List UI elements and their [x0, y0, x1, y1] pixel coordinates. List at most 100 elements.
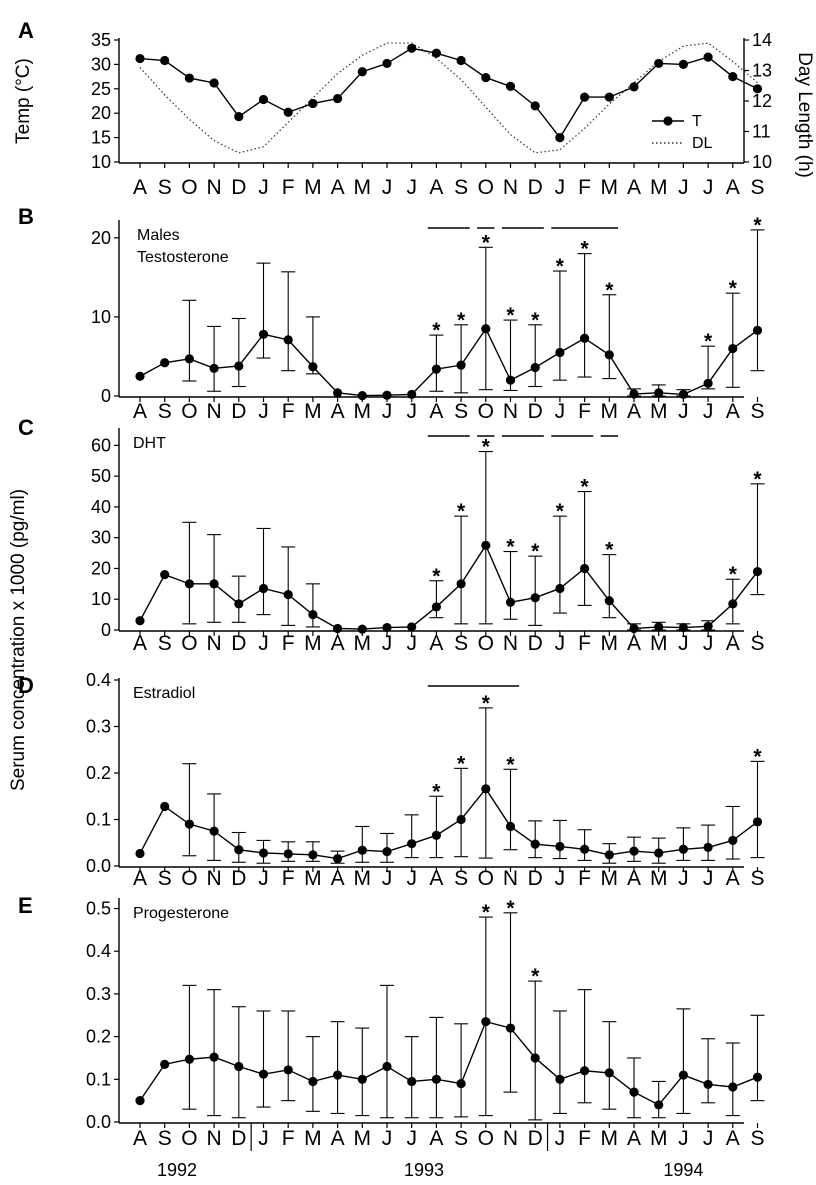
data-point: [234, 845, 244, 855]
x-tick-label: J: [406, 867, 417, 890]
x-tick-label: A: [627, 176, 641, 199]
y2-axis-title: Day Length (h): [794, 52, 815, 178]
data-point: [382, 622, 392, 633]
data-point: [456, 814, 466, 825]
data-point: [258, 848, 269, 858]
y-tick-label: 20: [91, 558, 111, 578]
data-point: [752, 1072, 763, 1082]
x-tick-label: D: [528, 176, 543, 199]
data-point: [752, 566, 763, 577]
y-tick-label: 40: [91, 497, 111, 517]
x-tick-label: J: [678, 632, 689, 655]
data-point: [283, 849, 293, 859]
data-point: [184, 354, 194, 364]
y-tick-label: 0.2: [86, 763, 111, 783]
y-tick-label: 20: [91, 228, 111, 248]
data-point: [184, 1054, 194, 1064]
y-tick-label: 20: [91, 103, 111, 123]
y-tick-label: 30: [91, 54, 111, 74]
x-tick-label: J: [258, 867, 269, 890]
x-tick-label: J: [382, 176, 393, 199]
x-tick-label: O: [181, 1127, 197, 1150]
x-tick-label: M: [304, 176, 322, 199]
hormone-label: Testosterone: [137, 249, 229, 266]
x-tick-label: A: [627, 400, 641, 423]
x-tick-label: M: [304, 1127, 322, 1150]
data-point: [283, 1065, 293, 1075]
x-tick-label: S: [454, 176, 468, 199]
data-point: [135, 371, 145, 381]
x-tick-label: S: [454, 632, 468, 655]
data-point: [431, 364, 441, 374]
x-tick-label: J: [555, 400, 566, 423]
data-point: [308, 850, 318, 860]
y-tick-label: 0.5: [86, 899, 111, 919]
x-tick-label: F: [578, 632, 591, 655]
significance-star: *: [531, 965, 540, 988]
data-point: [703, 621, 713, 631]
x-tick-label: M: [354, 867, 372, 890]
data-point: [184, 579, 194, 589]
data-point: [752, 325, 763, 335]
data-point: [209, 579, 219, 589]
data-point: [678, 622, 689, 633]
x-tick-label: J: [258, 1127, 269, 1150]
temperature-point: [456, 55, 466, 66]
x-tick-label: A: [726, 176, 740, 199]
x-tick-label: N: [503, 1127, 518, 1150]
x-tick-label: J: [703, 1127, 714, 1150]
temperature-point: [184, 73, 194, 83]
x-tick-label: D: [231, 400, 246, 423]
x-tick-label: J: [382, 400, 393, 423]
data-point: [678, 844, 689, 854]
data-point: [530, 1053, 540, 1063]
temperature-point: [258, 94, 269, 105]
x-tick-label: O: [478, 176, 494, 199]
y-tick-label: 0: [101, 620, 111, 640]
data-point: [357, 624, 367, 634]
data-point: [135, 848, 145, 859]
data-point: [654, 1100, 664, 1110]
data-point: [407, 1076, 417, 1087]
x-tick-label: S: [158, 632, 172, 655]
y-tick-label: 0.4: [86, 670, 111, 690]
temperature-point: [308, 98, 318, 109]
data-point: [629, 623, 639, 634]
x-tick-label: F: [282, 632, 295, 655]
y-tick-label: 25: [91, 79, 111, 99]
x-tick-label: J: [382, 1127, 393, 1150]
x-tick-label: J: [703, 867, 714, 890]
x-tick-label: N: [207, 867, 222, 890]
data-point: [234, 1061, 244, 1072]
y2-tick-label: 10: [752, 152, 772, 172]
temperature-point: [703, 52, 713, 62]
year-label: 1994: [663, 1160, 703, 1180]
x-tick-label: A: [133, 1127, 147, 1150]
data-point: [654, 848, 664, 858]
data-point: [308, 362, 318, 372]
y-axis-title: Temp (°C): [13, 58, 34, 144]
x-tick-label: S: [158, 867, 172, 890]
y-tick-label: 15: [91, 128, 111, 148]
temperature-point: [283, 107, 293, 117]
y-tick-label: 10: [91, 152, 111, 172]
hormone-label: Males: [137, 227, 180, 244]
x-tick-label: S: [454, 400, 468, 423]
data-point: [530, 839, 540, 849]
x-tick-label: M: [650, 632, 668, 655]
data-point: [728, 343, 738, 354]
year-label: 1993: [404, 1160, 444, 1180]
data-point: [629, 389, 639, 399]
temperature-point: [604, 92, 614, 102]
x-tick-label: M: [304, 632, 322, 655]
significance-star: *: [556, 255, 565, 278]
y-tick-label: 0.4: [86, 941, 111, 961]
temperature-point: [481, 72, 491, 83]
data-point: [234, 599, 244, 609]
temperature-point: [530, 101, 540, 111]
x-tick-label: N: [207, 632, 222, 655]
x-tick-label: S: [158, 176, 172, 199]
data-point: [234, 361, 244, 371]
data-point: [357, 1074, 367, 1084]
